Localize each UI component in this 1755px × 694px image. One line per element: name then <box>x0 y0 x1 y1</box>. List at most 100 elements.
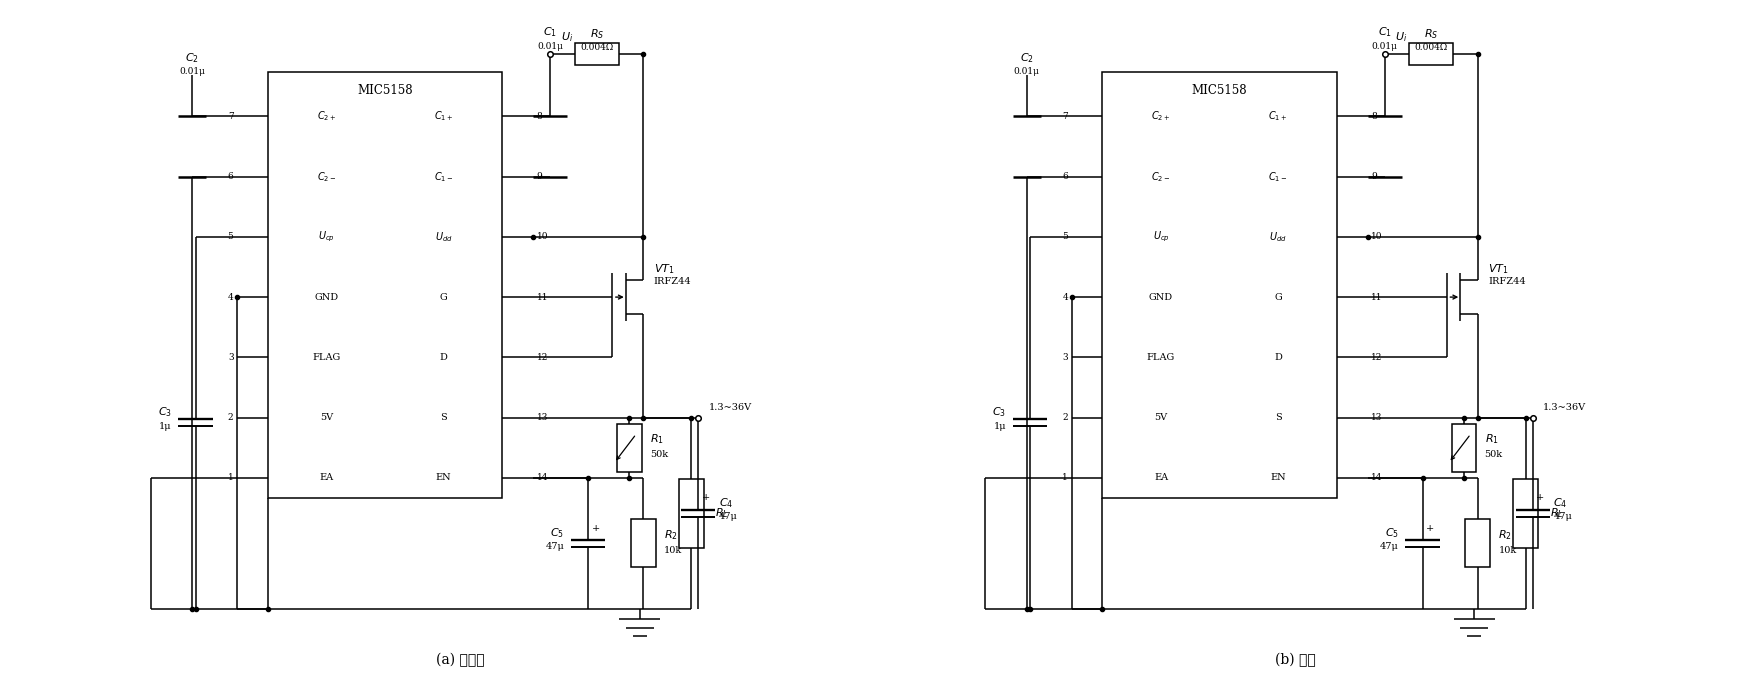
Text: GND: GND <box>314 293 339 302</box>
Text: (b) 可控: (b) 可控 <box>1274 653 1314 668</box>
Bar <box>616 423 641 472</box>
Text: 0.004Ω: 0.004Ω <box>579 43 612 52</box>
Text: 0.01μ: 0.01μ <box>179 67 205 76</box>
Text: $C_{1+}$: $C_{1+}$ <box>1267 110 1286 124</box>
Text: EA: EA <box>319 473 333 482</box>
Text: 2: 2 <box>228 413 233 422</box>
Text: $R_1$: $R_1$ <box>649 432 663 446</box>
Text: 50k: 50k <box>1483 450 1502 459</box>
Text: 9: 9 <box>1371 172 1376 181</box>
Text: $R_2$: $R_2$ <box>663 528 677 542</box>
Text: $C_1$: $C_1$ <box>542 26 556 40</box>
Text: FLAG: FLAG <box>312 353 340 362</box>
Text: $C_3$: $C_3$ <box>992 405 1006 419</box>
Text: (a) 不可控: (a) 不可控 <box>437 653 484 668</box>
Text: 10k: 10k <box>663 545 681 555</box>
Text: 47μ: 47μ <box>718 512 737 521</box>
Text: $C_3$: $C_3$ <box>158 405 172 419</box>
Bar <box>1451 423 1476 472</box>
Text: $R_S$: $R_S$ <box>1423 27 1437 41</box>
Text: 1: 1 <box>1062 473 1067 482</box>
Text: 1: 1 <box>228 473 233 482</box>
Bar <box>269 71 502 498</box>
Text: 9: 9 <box>537 172 542 181</box>
Text: $C_{2-}$: $C_{2-}$ <box>316 170 335 183</box>
Text: 12: 12 <box>1371 353 1381 362</box>
Text: 1μ: 1μ <box>993 422 1006 431</box>
Text: 5V: 5V <box>319 413 333 422</box>
Text: 0.01μ: 0.01μ <box>537 42 563 51</box>
Text: $C_2$: $C_2$ <box>186 51 198 65</box>
Text: 7: 7 <box>1062 112 1067 121</box>
Text: 3: 3 <box>228 353 233 362</box>
Bar <box>1464 519 1490 567</box>
Text: $VT_1$: $VT_1$ <box>1486 262 1508 276</box>
Text: 47μ: 47μ <box>546 542 563 551</box>
Text: 5V: 5V <box>1153 413 1167 422</box>
Text: +: + <box>591 523 600 532</box>
Text: G: G <box>439 293 448 302</box>
Bar <box>1513 479 1537 548</box>
Text: $C_1$: $C_1$ <box>1378 26 1392 40</box>
Text: $U_{cp}$: $U_{cp}$ <box>318 230 335 244</box>
Text: 2: 2 <box>1062 413 1067 422</box>
Text: 12: 12 <box>537 353 548 362</box>
Text: GND: GND <box>1148 293 1172 302</box>
Text: 0.01μ: 0.01μ <box>1013 67 1039 76</box>
Text: 1.3~36V: 1.3~36V <box>1543 403 1585 412</box>
Text: EN: EN <box>1269 473 1285 482</box>
Text: $U_i$: $U_i$ <box>1393 31 1406 44</box>
Bar <box>679 479 704 548</box>
Text: 0.004Ω: 0.004Ω <box>1415 43 1448 52</box>
Text: $U_{dd}$: $U_{dd}$ <box>435 230 453 244</box>
Text: D: D <box>439 353 448 362</box>
Text: $VT_1$: $VT_1$ <box>653 262 674 276</box>
Bar <box>1409 44 1453 65</box>
Text: 4: 4 <box>1062 293 1067 302</box>
Text: 3: 3 <box>1062 353 1067 362</box>
Text: 7: 7 <box>228 112 233 121</box>
Text: 10: 10 <box>537 232 548 242</box>
Text: 8: 8 <box>537 112 542 121</box>
Text: FLAG: FLAG <box>1146 353 1174 362</box>
Text: $C_{2+}$: $C_{2+}$ <box>316 110 335 124</box>
Bar <box>1102 71 1336 498</box>
Text: 0.01μ: 0.01μ <box>1371 42 1397 51</box>
Text: 13: 13 <box>537 413 548 422</box>
Text: $U_{cp}$: $U_{cp}$ <box>1151 230 1169 244</box>
Text: $C_4$: $C_4$ <box>1553 496 1567 509</box>
Text: 11: 11 <box>1371 293 1381 302</box>
Text: 47μ: 47μ <box>1379 542 1397 551</box>
Text: $C_{2-}$: $C_{2-}$ <box>1151 170 1171 183</box>
Text: 10k: 10k <box>1497 545 1516 555</box>
Text: $C_5$: $C_5$ <box>1383 526 1397 540</box>
Text: S: S <box>441 413 448 422</box>
Text: 10: 10 <box>1371 232 1381 242</box>
Text: $C_{2+}$: $C_{2+}$ <box>1151 110 1171 124</box>
Text: S: S <box>1274 413 1281 422</box>
Text: $R_1$: $R_1$ <box>1483 432 1497 446</box>
Text: 6: 6 <box>228 172 233 181</box>
Text: MIC5158: MIC5158 <box>356 85 412 97</box>
Text: $C_{1-}$: $C_{1-}$ <box>1267 170 1286 183</box>
Text: +: + <box>702 493 709 502</box>
Text: 1.3~36V: 1.3~36V <box>709 403 751 412</box>
Text: $C_5$: $C_5$ <box>549 526 563 540</box>
Text: 5: 5 <box>228 232 233 242</box>
Text: 1μ: 1μ <box>160 422 172 431</box>
Text: $C_2$: $C_2$ <box>1020 51 1034 65</box>
Text: 47μ: 47μ <box>1553 512 1571 521</box>
Text: 5: 5 <box>1062 232 1067 242</box>
Text: +: + <box>1536 493 1544 502</box>
Text: $U_i$: $U_i$ <box>560 31 572 44</box>
Text: $R_2$: $R_2$ <box>1497 528 1511 542</box>
Text: EN: EN <box>435 473 451 482</box>
Text: 11: 11 <box>537 293 548 302</box>
Text: IRFZ44: IRFZ44 <box>653 278 691 287</box>
Text: G: G <box>1274 293 1281 302</box>
Text: D: D <box>1274 353 1281 362</box>
Text: 8: 8 <box>1371 112 1376 121</box>
Text: $C_{1+}$: $C_{1+}$ <box>433 110 453 124</box>
Text: $C_{1-}$: $C_{1-}$ <box>433 170 453 183</box>
Text: IRFZ44: IRFZ44 <box>1486 278 1525 287</box>
